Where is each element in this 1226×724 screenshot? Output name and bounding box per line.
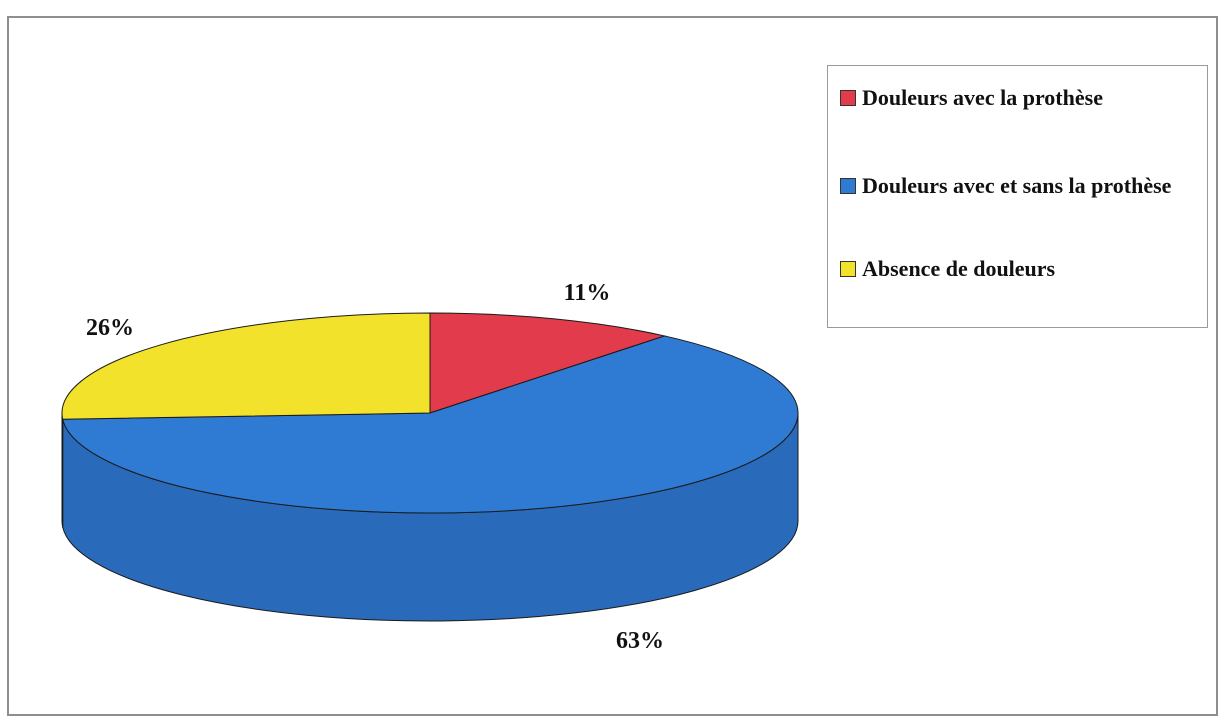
- pie-top: [61, 312, 799, 514]
- pie-slice-0: [429, 312, 667, 414]
- data-label-1: 63%: [616, 628, 664, 654]
- chart-legend: Douleurs avec la prothèse Douleurs avec …: [827, 65, 1208, 328]
- legend-item-douleurs-avec-prothese: Douleurs avec la prothèse: [840, 81, 1192, 115]
- data-label-2: 26%: [86, 315, 134, 341]
- legend-swatch-red: [840, 90, 856, 106]
- pie-slice-1: [62, 335, 799, 514]
- legend-label: Absence de douleurs: [862, 256, 1056, 281]
- legend-swatch-yellow: [840, 261, 856, 277]
- legend-swatch-blue: [840, 178, 856, 194]
- pie-slice-side-2: [61, 412, 64, 528]
- legend-item-douleurs-avec-et-sans: Douleurs avec et sans la prothèse: [840, 169, 1192, 203]
- legend-label: Douleurs avec et sans la prothèse: [862, 173, 1172, 198]
- legend-label: Douleurs avec la prothèse: [862, 85, 1103, 110]
- pie-slice-2: [61, 312, 431, 420]
- data-label-0: 11%: [564, 280, 611, 306]
- legend-item-absence-douleurs: Absence de douleurs: [840, 252, 1192, 286]
